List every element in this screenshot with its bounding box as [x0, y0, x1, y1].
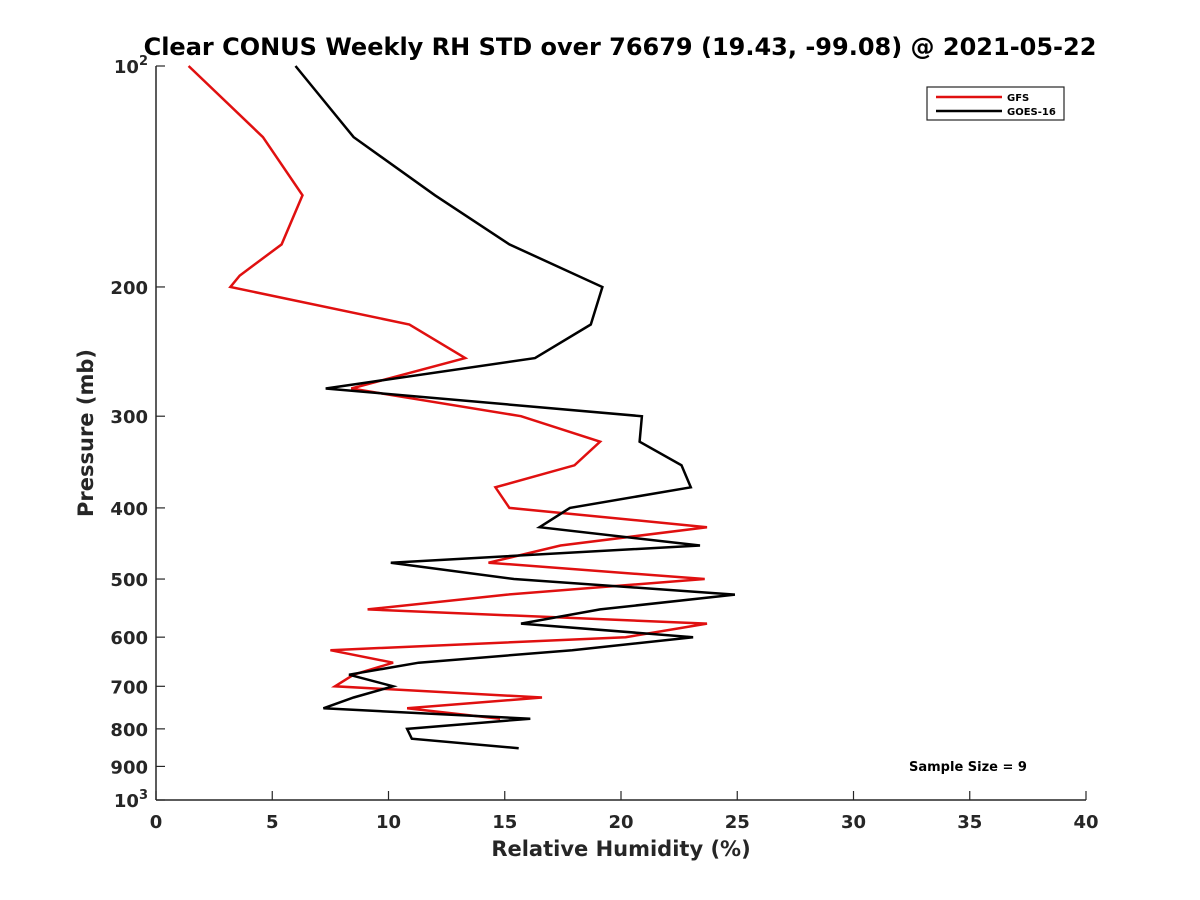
- x-tick-label: 15: [492, 812, 517, 833]
- y-ticks: 102 200 300 400 500 600 700 800 900 103: [110, 54, 165, 812]
- y-tick-label: 800: [110, 720, 148, 741]
- legend-label-gfs: GFS: [1007, 93, 1029, 104]
- x-tick-label: 20: [608, 812, 633, 833]
- x-tick-label: 5: [266, 812, 279, 833]
- y-tick-label: 900: [110, 757, 148, 778]
- legend-label-goes16: GOES-16: [1007, 107, 1056, 118]
- x-tick-label: 10: [376, 812, 401, 833]
- y-tick-label: 600: [110, 628, 148, 649]
- y-axis-label: Pressure (mb): [74, 349, 98, 517]
- y-tick-label: 400: [110, 499, 148, 520]
- y-tick-label: 300: [110, 407, 148, 428]
- y-tick-label: 500: [110, 570, 148, 591]
- sample-size-annotation: Sample Size = 9: [909, 760, 1027, 775]
- x-tick-label: 0: [150, 812, 163, 833]
- y-tick-label: 102: [114, 54, 148, 78]
- y-tick-label: 700: [110, 677, 148, 698]
- x-tick-label: 35: [957, 812, 982, 833]
- legend: GFS GOES-16: [926, 86, 1065, 121]
- chart-title: Clear CONUS Weekly RH STD over 76679 (19…: [144, 33, 1097, 61]
- x-ticks: 0 5 10 15 20 25 30 35 40: [150, 791, 1099, 833]
- series-line-goes16: [294, 65, 736, 750]
- series-line-gfs: [187, 65, 708, 720]
- series-layer: [187, 65, 736, 750]
- legend-box: [926, 86, 1065, 121]
- plot-area: 0 5 10 15 20 25 30 35 40 102 200 300 400 500 600 700 80…: [110, 54, 1098, 833]
- y-tick-label: 200: [110, 278, 148, 299]
- x-tick-label: 40: [1073, 812, 1098, 833]
- x-tick-label: 25: [725, 812, 750, 833]
- x-axis-label: Relative Humidity (%): [491, 837, 750, 861]
- x-tick-label: 30: [841, 812, 866, 833]
- y-tick-label: 103: [114, 788, 148, 812]
